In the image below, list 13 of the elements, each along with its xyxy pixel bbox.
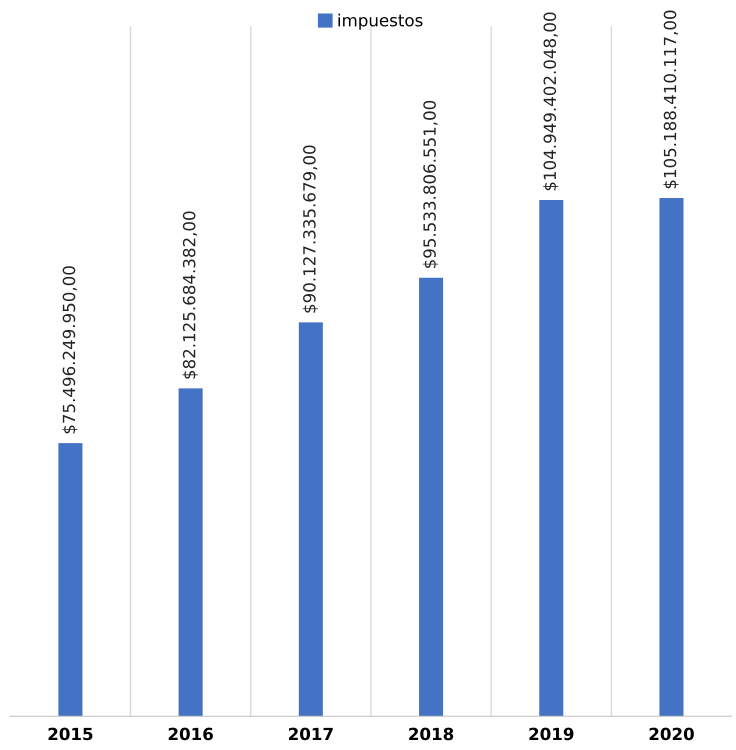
- data-label: $105.188.410.117,00: [663, 10, 679, 188]
- x-tick-label: 2015: [48, 728, 92, 740]
- data-label: $82.125.684.382,00: [182, 212, 198, 379]
- data-label: $90.127.335.679,00: [302, 145, 318, 313]
- legend-label: impuestos: [338, 14, 422, 30]
- data-label: $104.949.402.048,00: [543, 12, 558, 190]
- x-tick-label: 2020: [650, 728, 694, 740]
- x-tick-label: 2019: [529, 728, 574, 740]
- data-label: $75.496.249.950,00: [62, 266, 78, 434]
- x-tick-label: 2018: [409, 728, 454, 740]
- x-tick-label: 2017: [288, 728, 333, 740]
- x-tick-label: 2016: [168, 728, 213, 740]
- data-label: $95.533.806.551,00: [422, 100, 438, 268]
